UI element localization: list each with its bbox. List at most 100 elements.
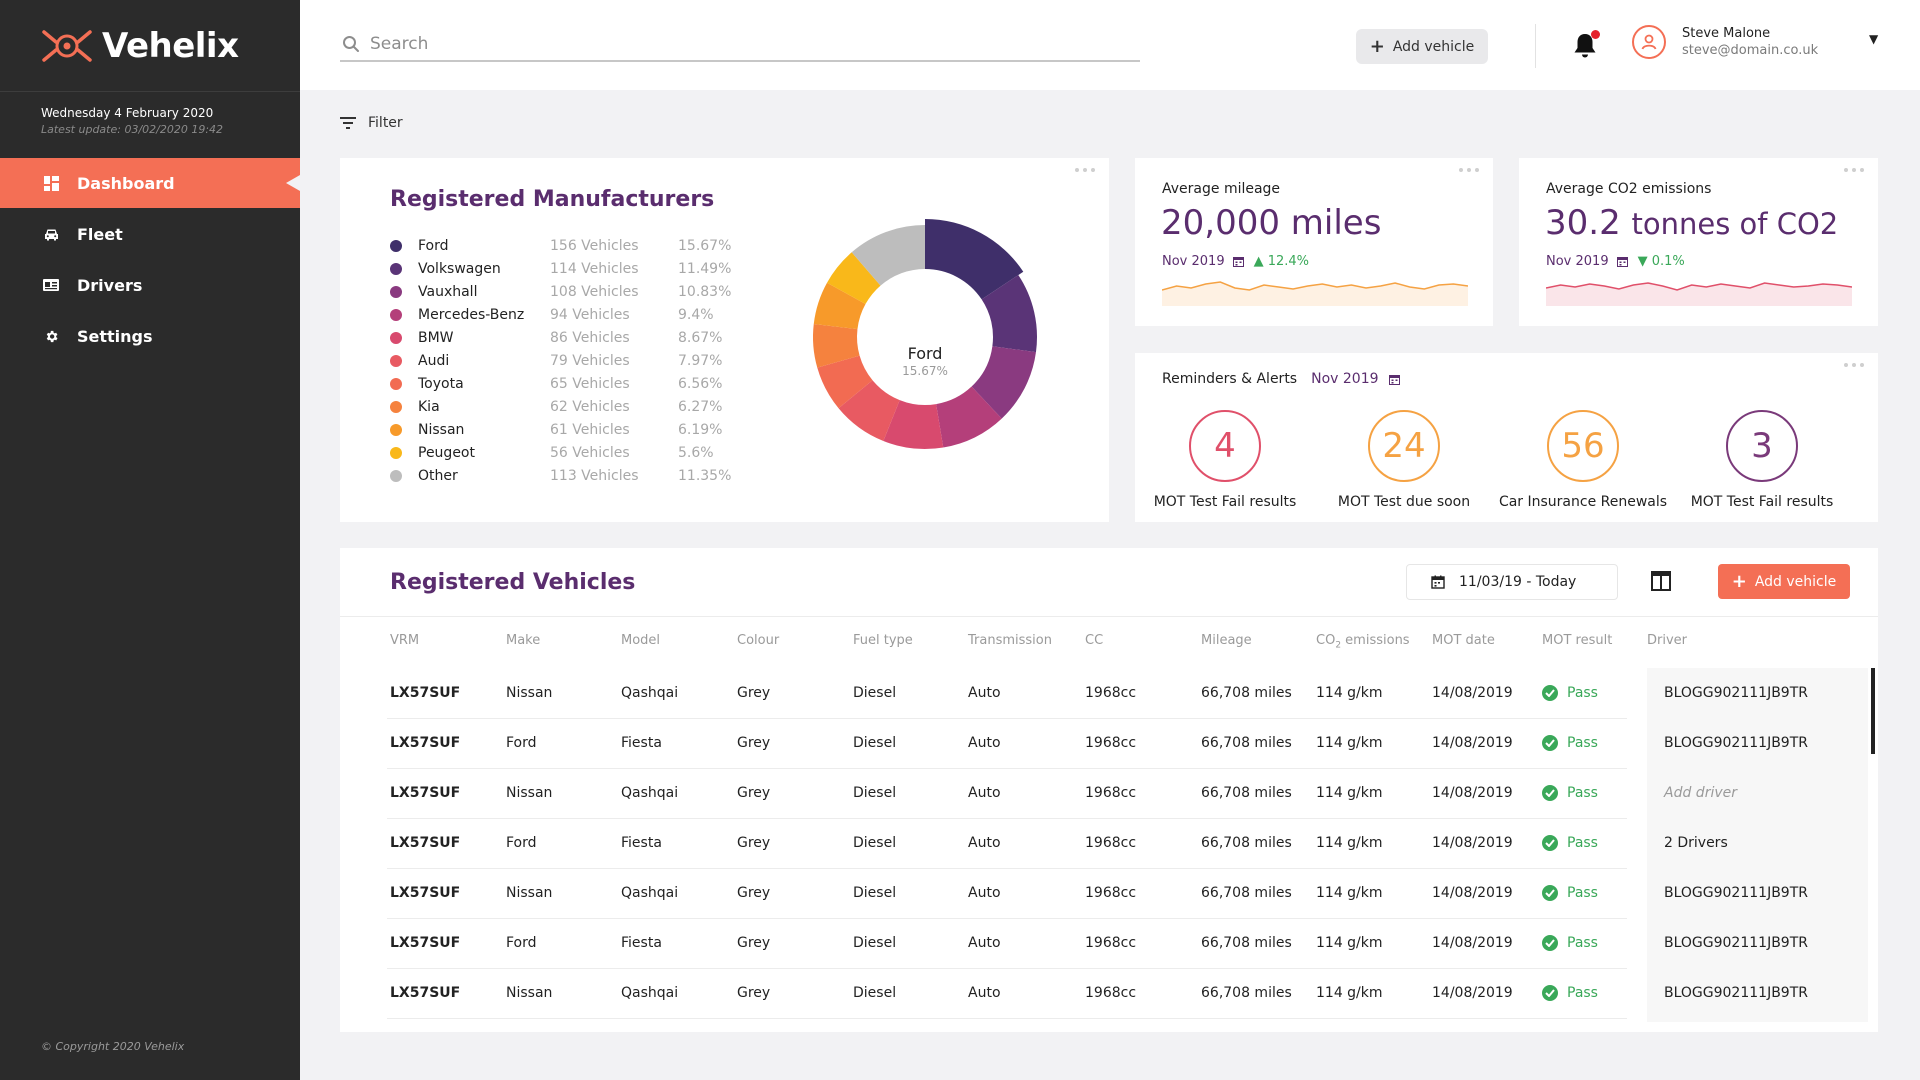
manufacturers-card: Registered Manufacturers Ford 156 Vehicle…: [340, 158, 1109, 522]
cell-trans: Auto: [968, 735, 1001, 751]
sidebar-item-settings[interactable]: Settings: [0, 311, 300, 361]
sidebar-item-drivers[interactable]: Drivers: [0, 260, 300, 310]
column-header-mot-date[interactable]: MOT date: [1432, 633, 1495, 648]
table-row[interactable]: LX57SUF Ford Fiesta Grey Diesel Auto 1968cc 66,…: [340, 818, 1920, 868]
column-header-co2-emissions[interactable]: CO2 emissions: [1316, 633, 1410, 651]
filter-button[interactable]: Filter: [340, 115, 403, 131]
table-row[interactable]: LX57SUF Nissan Qashqai Grey Diesel Auto 1968cc…: [340, 868, 1920, 918]
notification-bell-icon[interactable]: [1572, 32, 1598, 60]
donut-slice-toyota[interactable]: [817, 355, 873, 409]
card-menu-icon[interactable]: [1844, 168, 1864, 172]
donut-slice-peugeot[interactable]: [827, 252, 881, 305]
cell-driver[interactable]: Add driver: [1664, 785, 1737, 801]
search-bar[interactable]: [340, 28, 1140, 62]
alert-mot-fail-2[interactable]: 3 MOT Test Fail results: [1672, 410, 1852, 510]
co2-period[interactable]: Nov 2019 ▼ 0.1%: [1546, 254, 1685, 269]
legend-item[interactable]: Peugeot 56 Vehicles 5.6%: [390, 441, 731, 464]
alerts-period[interactable]: Nov 2019: [1311, 371, 1379, 387]
donut-slice-bmw[interactable]: [883, 400, 944, 450]
donut-slice-nissan[interactable]: [813, 282, 866, 330]
alert-mot-due[interactable]: 24 MOT Test due soon: [1314, 410, 1494, 510]
co2-label: Average CO2 emissions: [1546, 181, 1712, 197]
cell-driver[interactable]: BLOGG902111JB9TR: [1664, 735, 1808, 751]
legend-item[interactable]: Mercedes-Benz 94 Vehicles 9.4%: [390, 303, 731, 326]
cell-trans: Auto: [968, 685, 1001, 701]
column-header-model[interactable]: Model: [621, 633, 661, 648]
calendar-icon: [1232, 257, 1244, 267]
column-header-fuel-type[interactable]: Fuel type: [853, 633, 913, 648]
column-header-cc[interactable]: CC: [1085, 633, 1104, 648]
co2-period-label: Nov 2019: [1546, 254, 1609, 269]
legend-item[interactable]: Nissan 61 Vehicles 6.19%: [390, 418, 731, 441]
table-row[interactable]: LX57SUF Nissan Qashqai Grey Diesel Auto 1968cc…: [340, 668, 1920, 718]
donut-slice-audi[interactable]: [838, 380, 900, 441]
card-menu-icon[interactable]: [1459, 168, 1479, 172]
cell-driver[interactable]: BLOGG902111JB9TR: [1664, 985, 1808, 1001]
column-header-driver[interactable]: Driver: [1647, 633, 1688, 648]
header-add-vehicle-button[interactable]: + Add vehicle: [1356, 29, 1488, 64]
cell-driver[interactable]: BLOGG902111JB9TR: [1664, 935, 1808, 951]
table-scrollbar[interactable]: [1871, 668, 1875, 754]
legend-item[interactable]: Ford 156 Vehicles 15.67%: [390, 234, 731, 257]
cell-fuel: Diesel: [853, 985, 897, 1001]
co2-header-text: CO: [1316, 633, 1336, 648]
sidebar-item-fleet[interactable]: Fleet: [0, 209, 300, 259]
columns-layout-icon[interactable]: [1651, 571, 1671, 591]
user-avatar[interactable]: [1632, 25, 1666, 59]
calendar-icon: [1616, 257, 1628, 267]
card-menu-icon[interactable]: [1844, 363, 1864, 367]
cell-model: Qashqai: [621, 685, 679, 701]
donut-slice-ford[interactable]: [925, 219, 1024, 300]
reminders-alerts-card: Reminders & Alerts Nov 2019 4 MOT Test F…: [1135, 353, 1878, 522]
table-row-divider: [387, 918, 1627, 919]
date-range-picker[interactable]: 11/03/19 - Today: [1406, 564, 1618, 600]
legend-item[interactable]: Toyota 65 Vehicles 6.56%: [390, 372, 731, 395]
cell-cc: 1968cc: [1085, 835, 1137, 851]
table-row[interactable]: LX57SUF Nissan Qashqai Grey Diesel Auto 1968cc…: [340, 968, 1920, 1018]
legend-item[interactable]: Vauxhall 108 Vehicles 10.83%: [390, 280, 731, 303]
column-header-colour[interactable]: Colour: [737, 633, 780, 648]
manufacturers-donut-chart[interactable]: [805, 217, 1045, 457]
legend-item[interactable]: Other 113 Vehicles 11.35%: [390, 464, 731, 487]
car-icon: [43, 226, 59, 242]
legend-manufacturer-name: Peugeot: [418, 444, 475, 461]
legend-item[interactable]: Audi 79 Vehicles 7.97%: [390, 349, 731, 372]
sidebar-item-dashboard[interactable]: Dashboard: [0, 158, 300, 208]
table-row[interactable]: LX57SUF Ford Fiesta Grey Diesel Auto 1968cc 66,…: [340, 918, 1920, 968]
calendar-icon[interactable]: [1388, 374, 1400, 385]
donut-slice-other[interactable]: [851, 225, 925, 286]
column-header-transmission[interactable]: Transmission: [968, 633, 1052, 648]
add-vehicle-button[interactable]: + Add vehicle: [1718, 564, 1850, 599]
alert-insurance-renewals[interactable]: 56 Car Insurance Renewals: [1493, 410, 1673, 510]
cell-driver[interactable]: 2 Drivers: [1664, 835, 1728, 851]
donut-slice-kia[interactable]: [813, 323, 860, 368]
table-row[interactable]: LX57SUF Nissan Qashqai Grey Diesel Auto 1968cc…: [340, 768, 1920, 818]
legend-item[interactable]: BMW 86 Vehicles 8.67%: [390, 326, 731, 349]
donut-slice-mercedes-benz[interactable]: [936, 386, 1002, 448]
alert-mot-fail[interactable]: 4 MOT Test Fail results: [1135, 410, 1315, 510]
cell-mileage: 66,708 miles: [1201, 735, 1292, 751]
sidebar-item-label: Settings: [77, 326, 153, 346]
card-menu-icon[interactable]: [1075, 168, 1095, 172]
user-menu-caret-icon[interactable]: ▼: [1869, 32, 1879, 46]
alert-count-ring: 3: [1726, 410, 1798, 482]
mot-result-text: Pass: [1567, 685, 1598, 701]
mileage-period[interactable]: Nov 2019 ▲ 12.4%: [1162, 254, 1309, 269]
cell-driver[interactable]: BLOGG902111JB9TR: [1664, 685, 1808, 701]
legend-item[interactable]: Volkswagen 114 Vehicles 11.49%: [390, 257, 731, 280]
legend-item[interactable]: Kia 62 Vehicles 6.27%: [390, 395, 731, 418]
column-header-make[interactable]: Make: [506, 633, 541, 648]
column-header-mot-result[interactable]: MOT result: [1542, 633, 1613, 648]
cell-driver[interactable]: BLOGG902111JB9TR: [1664, 885, 1808, 901]
column-header-mileage[interactable]: Mileage: [1201, 633, 1252, 648]
donut-slice-volkswagen[interactable]: [981, 275, 1037, 353]
cell-mot-result: Pass: [1542, 835, 1598, 851]
brand[interactable]: Vehelix: [0, 0, 300, 92]
cell-model: Fiesta: [621, 735, 662, 751]
column-header-vrm[interactable]: VRM: [390, 633, 420, 648]
donut-slice-vauxhall[interactable]: [971, 346, 1036, 419]
legend-manufacturer-name: Other: [418, 467, 458, 484]
alerts-title: Reminders & Alerts: [1162, 371, 1298, 387]
search-input[interactable]: [370, 34, 1110, 54]
table-row[interactable]: LX57SUF Ford Fiesta Grey Diesel Auto 1968cc 66,…: [340, 718, 1920, 768]
